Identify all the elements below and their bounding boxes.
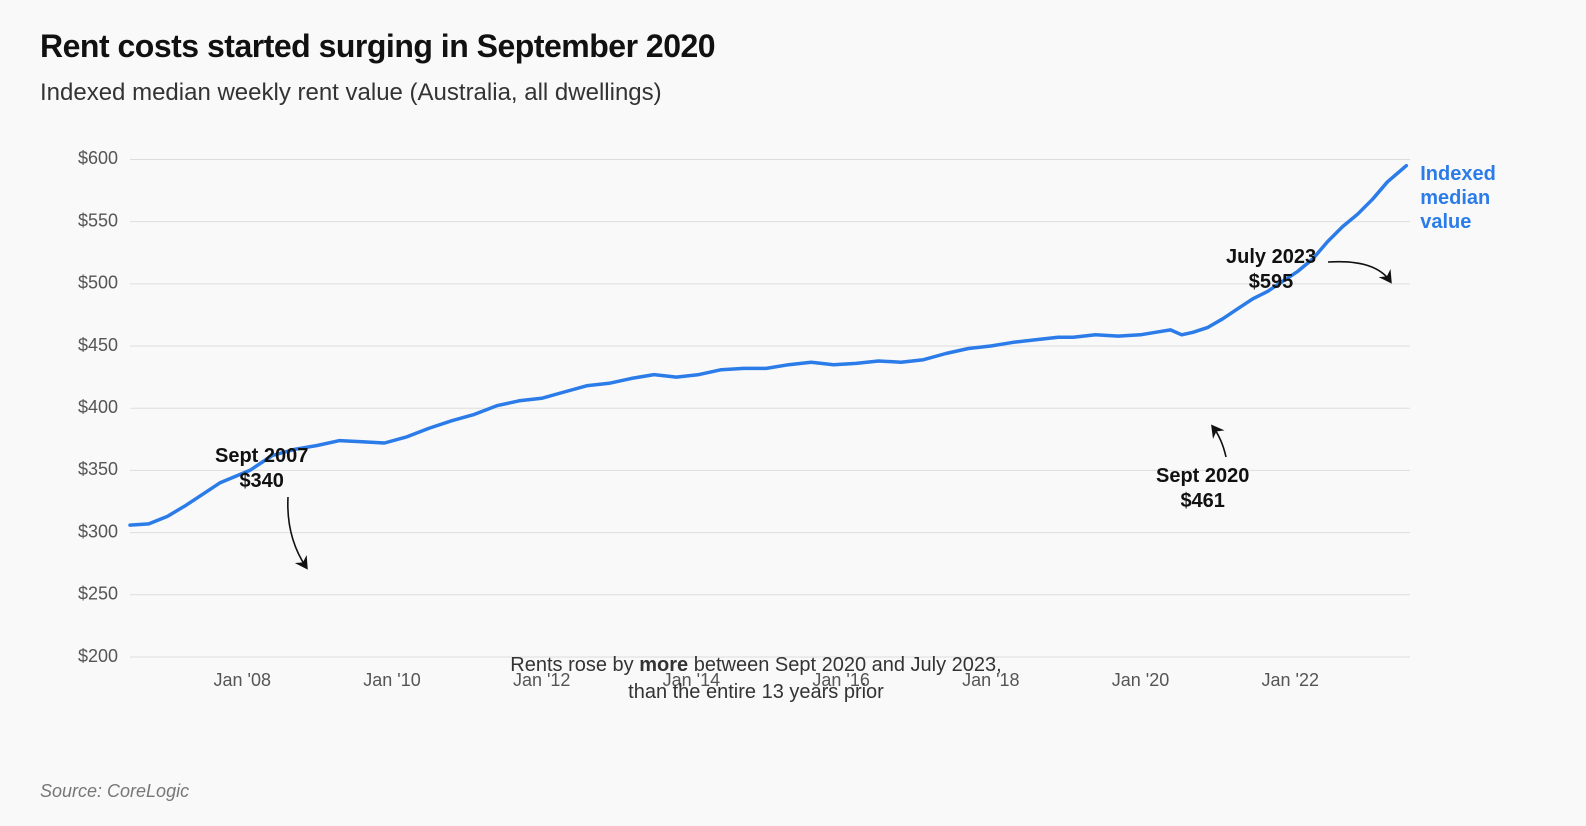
chart-subtitle: Indexed median weekly rent value (Austra… bbox=[40, 79, 1546, 107]
x-tick-label: Jan '10 bbox=[363, 670, 420, 690]
chart-source: Source: CoreLogic bbox=[40, 781, 189, 802]
y-tick-label: $450 bbox=[78, 335, 118, 355]
y-tick-label: $550 bbox=[78, 210, 118, 230]
chart-svg: $200 $250 $300 $350 $400 $450 $500 $550 $600 Jan … bbox=[40, 117, 1546, 717]
annotation-a2020: Sept 2020 $461 bbox=[1156, 464, 1249, 514]
y-tick-label: $300 bbox=[78, 521, 118, 541]
chart-caption: Rents rose by more between Sept 2020 and… bbox=[476, 652, 1036, 706]
x-tick-label: Jan '08 bbox=[214, 670, 271, 690]
y-tick-label: $600 bbox=[78, 148, 118, 168]
y-tick-label: $500 bbox=[78, 273, 118, 293]
annotation-a2007: Sept 2007 $340 bbox=[215, 444, 308, 494]
y-tick-label: $400 bbox=[78, 397, 118, 417]
chart-area: $200 $250 $300 $350 $400 $450 $500 $550 $600 Jan … bbox=[40, 117, 1546, 717]
x-tick-label: Jan '20 bbox=[1112, 670, 1169, 690]
annotation-a2023: July 2023 $595 bbox=[1226, 245, 1316, 295]
y-tick-label: $350 bbox=[78, 459, 118, 479]
chart-title: Rent costs started surging in September … bbox=[40, 28, 1546, 65]
series-label: Indexed median value bbox=[1420, 162, 1496, 234]
y-tick-label: $200 bbox=[78, 646, 118, 666]
y-tick-label: $250 bbox=[78, 584, 118, 604]
x-tick-label: Jan '22 bbox=[1261, 670, 1318, 690]
